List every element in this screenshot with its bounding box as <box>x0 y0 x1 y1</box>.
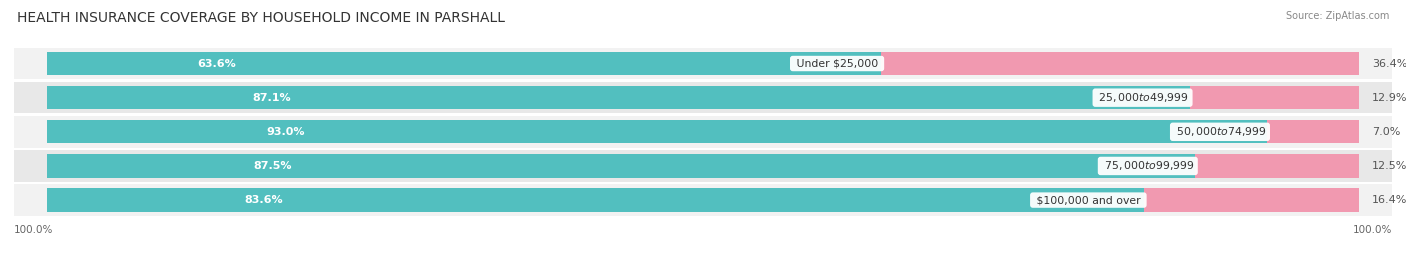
Text: 36.4%: 36.4% <box>1372 59 1406 69</box>
Text: HEALTH INSURANCE COVERAGE BY HOUSEHOLD INCOME IN PARSHALL: HEALTH INSURANCE COVERAGE BY HOUSEHOLD I… <box>17 11 505 25</box>
Bar <box>882 52 1360 75</box>
Bar <box>46 154 1195 178</box>
Bar <box>14 150 1392 182</box>
Bar <box>46 86 1189 109</box>
Text: 93.0%: 93.0% <box>267 127 305 137</box>
Bar <box>14 48 1392 79</box>
Bar <box>1189 86 1360 109</box>
Bar <box>46 120 1267 143</box>
Text: Source: ZipAtlas.com: Source: ZipAtlas.com <box>1285 11 1389 21</box>
Bar <box>46 189 1144 212</box>
Bar <box>1195 154 1360 178</box>
Text: 12.5%: 12.5% <box>1372 161 1406 171</box>
Bar <box>14 82 1392 113</box>
Text: $50,000 to $74,999: $50,000 to $74,999 <box>1173 125 1267 138</box>
Bar <box>46 52 882 75</box>
Text: $100,000 and over: $100,000 and over <box>1033 195 1144 205</box>
Text: $25,000 to $49,999: $25,000 to $49,999 <box>1095 91 1189 104</box>
Text: Under $25,000: Under $25,000 <box>793 59 882 69</box>
Text: 87.5%: 87.5% <box>253 161 292 171</box>
Bar <box>1267 120 1360 143</box>
Text: 100.0%: 100.0% <box>14 225 53 235</box>
Legend: With Coverage, Without Coverage: With Coverage, Without Coverage <box>579 267 827 269</box>
Text: 16.4%: 16.4% <box>1372 195 1406 205</box>
Text: 87.1%: 87.1% <box>253 93 291 103</box>
Text: 83.6%: 83.6% <box>245 195 283 205</box>
Bar <box>1144 189 1360 212</box>
Text: 63.6%: 63.6% <box>197 59 236 69</box>
Bar <box>14 116 1392 147</box>
Bar <box>14 184 1392 216</box>
Text: 100.0%: 100.0% <box>1353 225 1392 235</box>
Text: 12.9%: 12.9% <box>1372 93 1406 103</box>
Text: $75,000 to $99,999: $75,000 to $99,999 <box>1101 160 1195 172</box>
Text: 7.0%: 7.0% <box>1372 127 1400 137</box>
